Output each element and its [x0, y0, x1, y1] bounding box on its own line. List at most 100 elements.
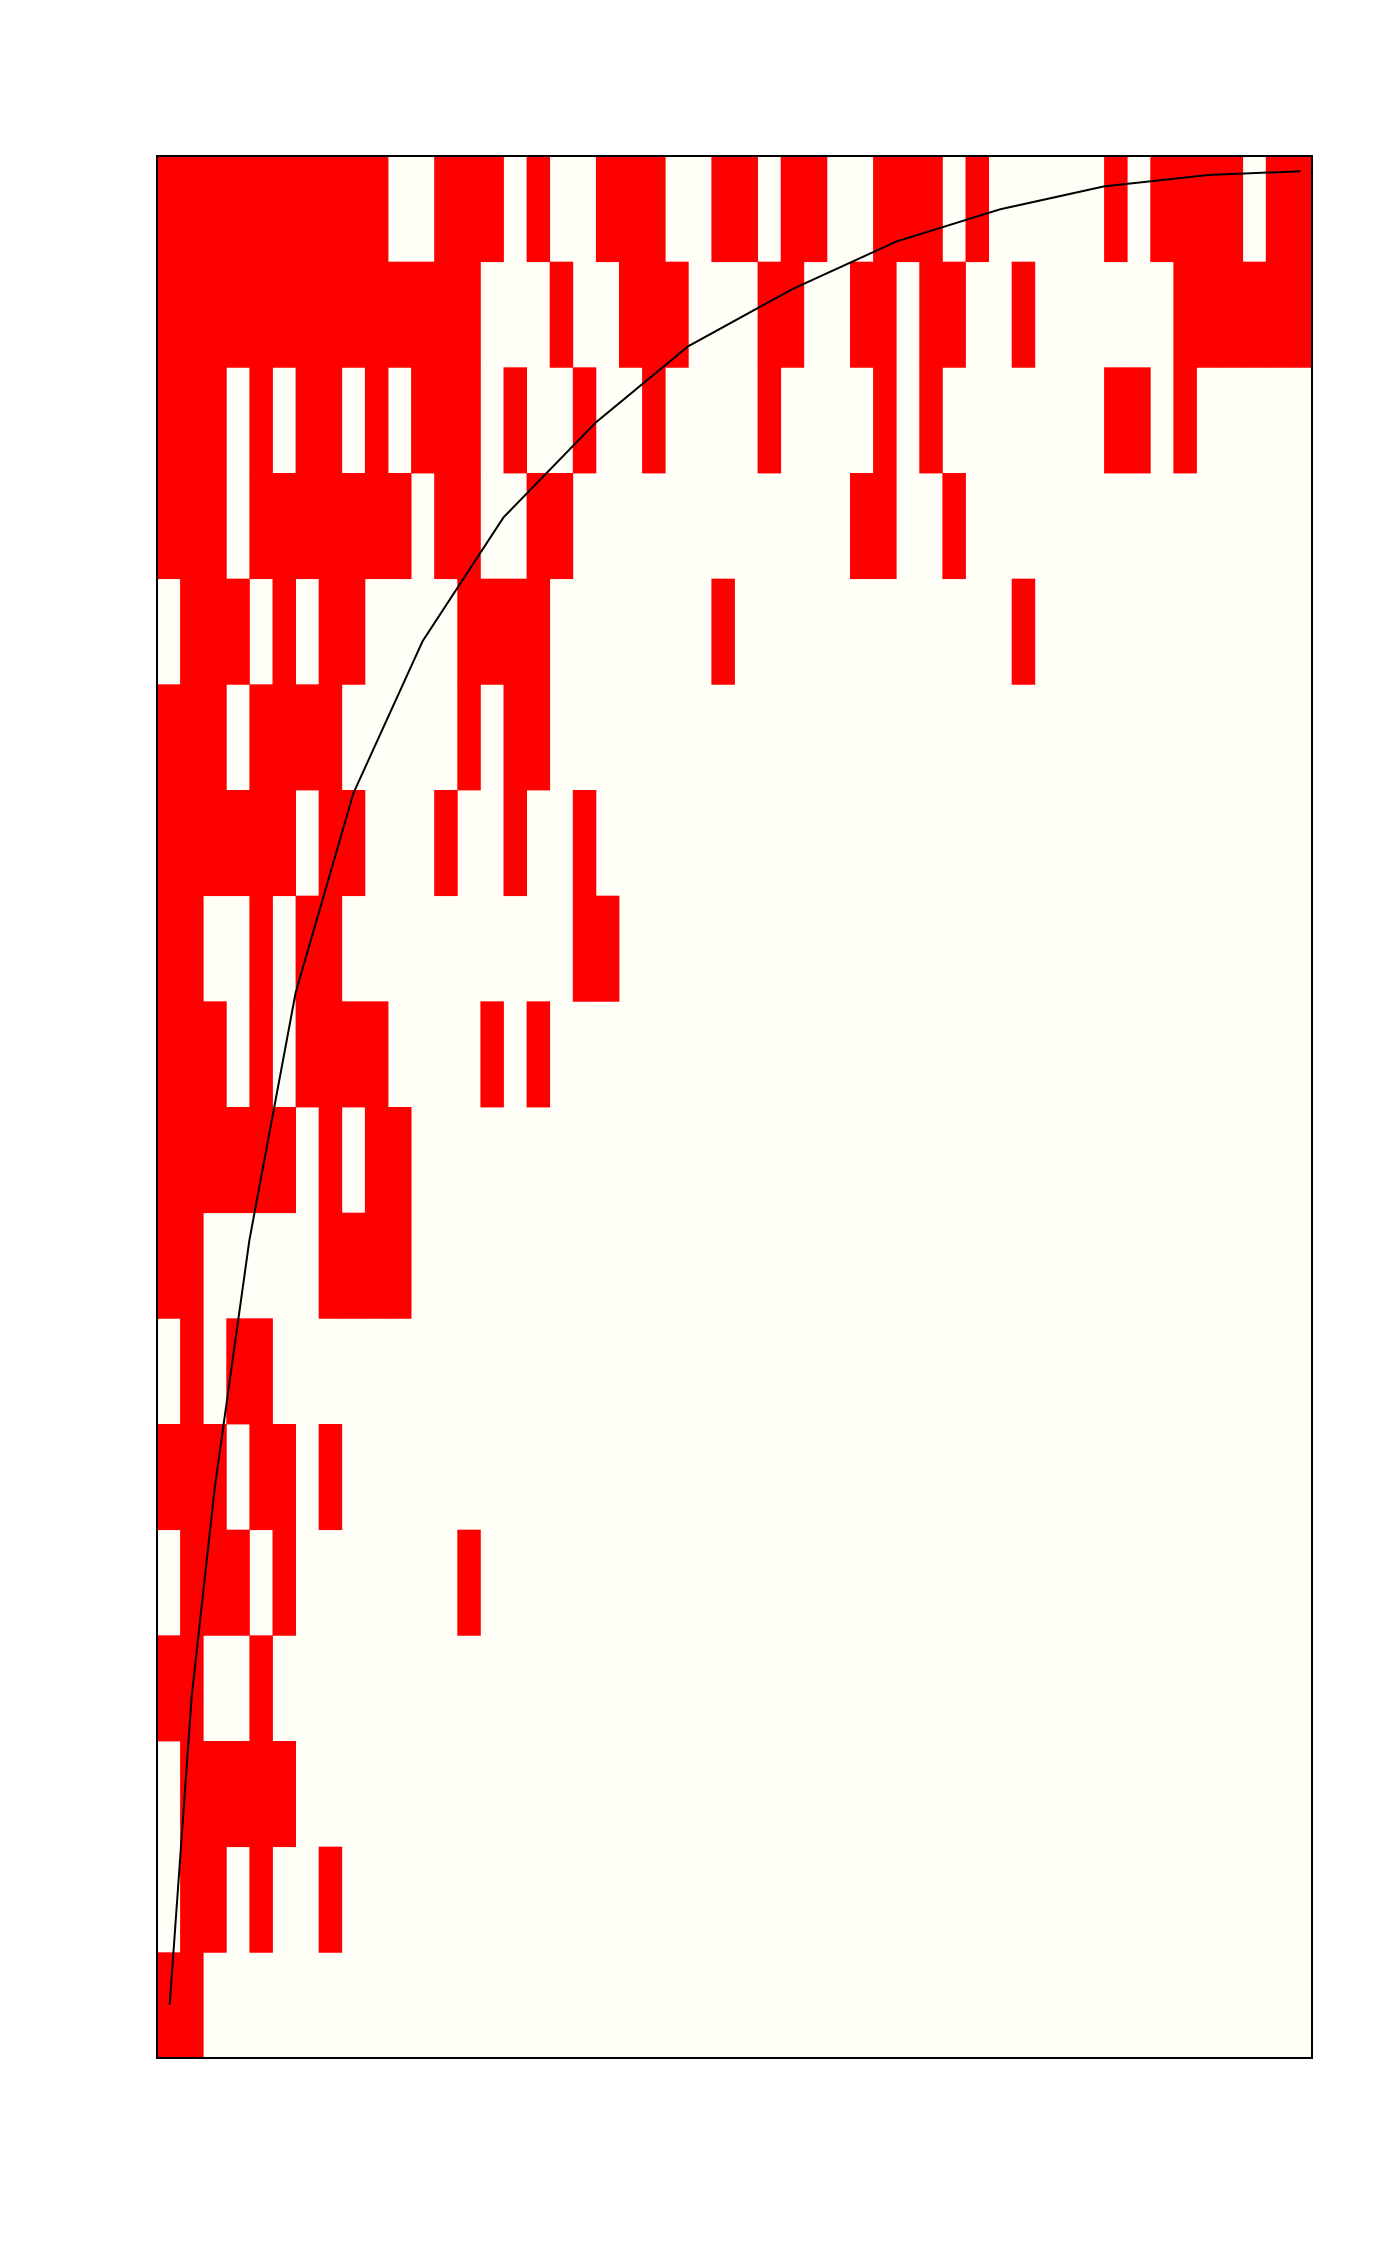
heatmap-cell — [249, 1635, 273, 1742]
heatmap-cell — [295, 1001, 320, 1108]
heatmap-cell — [157, 1212, 181, 1319]
heatmap-cell — [157, 790, 181, 897]
heatmap-cell — [180, 367, 204, 474]
heatmap-cell — [249, 156, 273, 263]
heatmap-cell — [1265, 261, 1290, 368]
heatmap-cell — [180, 1424, 204, 1531]
heatmap-cell — [364, 1107, 389, 1214]
heatmap-cell — [318, 367, 343, 474]
heatmap-cell — [318, 1212, 343, 1319]
heatmap-cell — [572, 895, 597, 1002]
heatmap-cell — [595, 895, 620, 1002]
heatmap-cell — [203, 1529, 227, 1636]
heatmap-cell — [364, 261, 389, 368]
heatmap-cell — [180, 578, 204, 685]
heatmap-cell — [318, 156, 343, 263]
heatmap-cell — [249, 684, 273, 791]
heatmap-cell — [457, 1529, 481, 1636]
heatmap-cell — [295, 261, 320, 368]
heatmap-cell — [619, 156, 643, 263]
heatmap-cell — [526, 684, 551, 791]
heatmap-cell — [434, 156, 458, 263]
heatmap-cell — [642, 156, 666, 263]
heatmap-cell — [203, 261, 227, 368]
heatmap-cell — [180, 1107, 204, 1214]
heatmap-cell — [203, 1846, 227, 1953]
heatmap-cell — [226, 1318, 250, 1425]
heatmap-cell — [364, 367, 389, 474]
heatmap-cells — [157, 156, 1313, 2059]
heatmap-cell — [318, 790, 343, 897]
heatmap-cell — [318, 684, 343, 791]
heatmap-cell — [942, 261, 966, 368]
heatmap-cell — [295, 684, 320, 791]
heatmap-cell — [249, 1318, 273, 1425]
heatmap-cell — [1196, 156, 1220, 263]
heatmap-cell — [526, 578, 551, 685]
heatmap-cell — [457, 684, 481, 791]
heatmap-cell — [203, 1424, 227, 1531]
heatmap-cell — [411, 367, 435, 474]
heatmap-cell — [480, 156, 504, 263]
heatmap-cell — [157, 1952, 181, 2059]
heatmap-cell — [457, 473, 481, 580]
heatmap-cell — [1104, 367, 1128, 474]
heatmap-cell — [272, 156, 296, 263]
fitted-curve — [168, 170, 1301, 2005]
heatmap-cell — [318, 261, 343, 368]
heatmap-cell — [249, 473, 273, 580]
heatmap-cell — [850, 261, 874, 368]
heatmap-cell — [665, 261, 689, 368]
heatmap-cell — [203, 1741, 227, 1848]
heatmap-cell — [642, 367, 666, 474]
heatmap-cell — [295, 367, 320, 474]
heatmap-cell — [249, 1107, 273, 1214]
heatmap-cell — [1288, 156, 1313, 263]
heatmap-cell — [526, 156, 551, 263]
heatmap-cell — [318, 1107, 343, 1214]
heatmap-cell — [180, 1529, 204, 1636]
heatmap-cell — [942, 473, 966, 580]
heatmap-cell — [711, 578, 735, 685]
heatmap-cell — [272, 1529, 296, 1636]
heatmap-cell — [1173, 261, 1197, 368]
heatmap-cell — [318, 895, 343, 1002]
heatmap-cell — [272, 684, 296, 791]
heatmap-cell — [480, 578, 504, 685]
heatmap-cell — [157, 684, 181, 791]
heatmap-cell — [180, 1741, 204, 1848]
heatmap-cell — [249, 367, 273, 474]
heatmap-cell — [364, 156, 389, 263]
heatmap-cell — [272, 1107, 296, 1214]
heatmap-cell — [503, 790, 527, 897]
heatmap-cell — [295, 156, 320, 263]
heatmap-cell — [203, 473, 227, 580]
heatmap-cell — [896, 156, 920, 263]
heatmap-cell — [503, 578, 527, 685]
plot-frame — [156, 155, 1313, 2059]
heatmap-cell — [1242, 261, 1267, 368]
heatmap-cell — [757, 367, 782, 474]
heatmap-cell — [180, 684, 204, 791]
heatmap-cell — [318, 578, 343, 685]
heatmap-cell — [180, 1952, 204, 2059]
heatmap-cell — [480, 1001, 504, 1108]
heatmap-cell — [249, 1741, 273, 1848]
heatmap-cell — [780, 261, 805, 368]
heatmap-cell — [180, 1212, 204, 1319]
heatmap-cell — [226, 1741, 250, 1848]
heatmap-cell — [226, 261, 250, 368]
heatmap-cell — [318, 1424, 343, 1531]
heatmap-cell — [226, 1529, 250, 1636]
heatmap-cell — [180, 156, 204, 263]
heatmap-cell — [549, 261, 574, 368]
heatmap-cell — [157, 261, 181, 368]
heatmap-cell — [873, 261, 897, 368]
heatmap-cell — [249, 261, 273, 368]
heatmap-cell — [457, 156, 481, 263]
heatmap-cell — [272, 578, 296, 685]
heatmap-cell — [157, 1635, 181, 1742]
heatmap-cell — [318, 1001, 343, 1108]
heatmap-cell — [457, 261, 481, 368]
heatmap-cell — [850, 473, 874, 580]
